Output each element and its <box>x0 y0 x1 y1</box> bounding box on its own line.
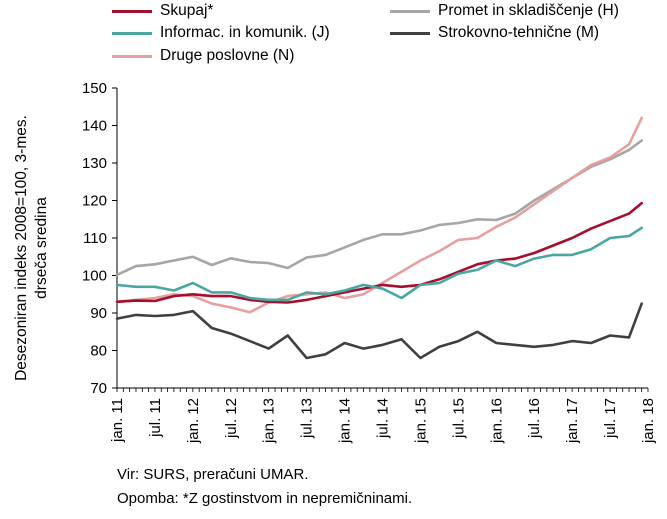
y-tick-label: 100 <box>82 268 107 285</box>
x-tick-label: jul. 15 <box>450 398 467 439</box>
legend-swatch-druge <box>112 54 152 58</box>
y-tick-label: 140 <box>82 118 107 135</box>
legend-label-skupaj: Skupaj* <box>160 2 214 19</box>
legend-label-informac: Informac. in komunik. (J) <box>160 24 330 41</box>
y-tick-label: 130 <box>82 155 107 172</box>
legend-label-strokovno: Strokovno-tehnične (M) <box>438 24 600 41</box>
x-tick-label: jan. 12 <box>185 398 202 444</box>
x-tick-label: jan. 16 <box>488 398 505 444</box>
legend-swatch-strokovno <box>390 31 430 35</box>
source-note: Vir: SURS, preračuni UMAR. <box>117 466 309 483</box>
legend-label-druge: Druge poslovne (N) <box>160 47 295 64</box>
y-tick-label: 90 <box>90 305 107 322</box>
y-tick-label: 70 <box>90 380 107 397</box>
legend-swatch-informac <box>112 31 152 35</box>
y-axis-title-line1: Desezoniran indeks 2008=100, 3-mes. <box>13 115 30 381</box>
legend-item-informac: Informac. in komunik. (J) <box>112 24 330 42</box>
x-tick-label: jul. 12 <box>223 398 240 439</box>
x-tick-label: jul. 13 <box>299 398 316 439</box>
legend-item-druge: Druge poslovne (N) <box>112 47 294 65</box>
x-tick-label: jul. 17 <box>602 398 619 439</box>
x-tick-label: jan. 11 <box>109 398 126 443</box>
legend-item-skupaj: Skupaj* <box>112 2 213 20</box>
y-axis-title-line2: drseča sredina <box>33 197 50 299</box>
y-tick-label: 110 <box>83 230 107 247</box>
x-tick-label: jan. 13 <box>261 398 278 444</box>
x-tick-label: jul. 16 <box>526 398 543 439</box>
series-line-4 <box>115 302 643 360</box>
legend-swatch-promet <box>390 9 430 13</box>
x-tick-label: jul. 11 <box>147 398 164 438</box>
x-tick-label: jul. 14 <box>375 398 392 439</box>
x-tick-label: jan. 14 <box>337 398 354 444</box>
series-line-2 <box>115 201 643 304</box>
legend-label-promet: Promet in skladiščenje (H) <box>438 2 619 19</box>
x-tick-label: jan. 17 <box>564 398 581 444</box>
x-tick-label: jan. 15 <box>412 398 429 444</box>
y-tick-label: 80 <box>90 343 107 360</box>
legend-item-strokovno: Strokovno-tehnične (M) <box>390 24 599 42</box>
remark-note: Opomba: *Z gostinstvom in nepremičninami… <box>117 490 413 507</box>
series-line-1 <box>115 116 643 314</box>
x-tick-label: jan. 18 <box>640 398 657 444</box>
y-tick-label: 120 <box>82 193 107 210</box>
legend-item-promet: Promet in skladiščenje (H) <box>390 2 619 20</box>
legend-swatch-skupaj <box>112 9 152 13</box>
y-tick-label: 150 <box>82 80 107 97</box>
series-line-3 <box>115 226 643 302</box>
